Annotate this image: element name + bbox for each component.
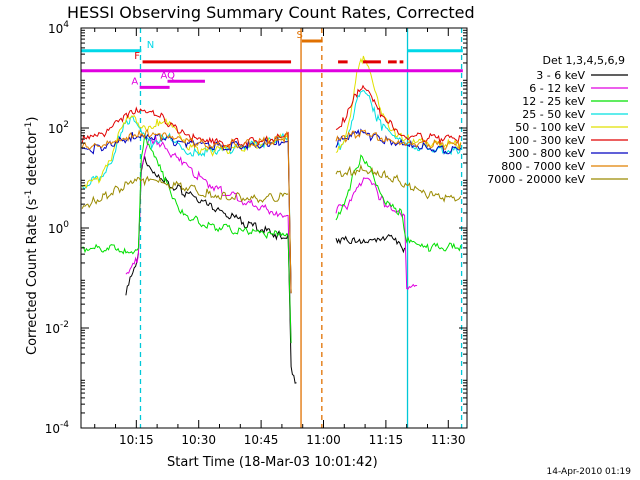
y-tick-label--2: 10-2 [45, 320, 69, 336]
series-line-b-6 [335, 128, 462, 155]
x-tick-label-11:00: 11:00 [306, 433, 341, 447]
y-tick-exponent: 4 [63, 20, 69, 30]
flag-label-S: S [296, 30, 302, 41]
axis-ticks: 10:15 10:30 10:45 11:00 11:15 11:30 10-4 10-2 10… [45, 20, 467, 447]
y-tick-exponent: 2 [63, 120, 69, 130]
flag-label-AQ: AQ [160, 70, 175, 81]
x-tick-label-11:30: 11:30 [431, 433, 466, 447]
series-line-b-8 [335, 163, 462, 203]
y-tick-label--4: 10-4 [45, 420, 70, 436]
series-line-25-50keV [81, 116, 292, 294]
footer-date: 14-Apr-2010 01:19 [547, 467, 632, 477]
legend-title: Det 1,3,4,5,6,9 [542, 54, 625, 67]
flag-label-N: N [147, 40, 154, 51]
plot-data: N S F AQ A [81, 28, 463, 428]
series-line-b-1 [335, 177, 418, 290]
legend-label-3-6keV: 3 - 6 keV [536, 69, 585, 82]
legend-label-100-300keV: 100 - 300 keV [508, 134, 585, 147]
legend-label-50-100keV: 50 - 100 keV [515, 121, 585, 134]
series-line-b-5 [335, 84, 462, 145]
series-line-7000-20000keV [81, 175, 289, 209]
y-axis-label: Corrected Count Rate (s-1 detector-1) [24, 117, 40, 355]
legend-label-6-12keV: 6 - 12 keV [529, 82, 585, 95]
x-tick-label-10:45: 10:45 [244, 433, 279, 447]
legend-label-7000-20000keV: 7000 - 20000 keV [487, 173, 585, 186]
series-line-b-7 [335, 129, 462, 150]
series-line-6-12keV [125, 134, 292, 344]
x-tick-label-10:15: 10:15 [119, 433, 154, 447]
series-line-12-25keV [82, 134, 292, 344]
y-tick-exponent: -4 [60, 420, 69, 430]
series-line-b-2 [335, 154, 462, 252]
x-tick-label-11:15: 11:15 [369, 433, 404, 447]
x-axis-label: Start Time (18-Mar-03 10:01:42) [167, 455, 378, 470]
flag-label-F: F [134, 51, 140, 62]
legend-label-300-800keV: 300 - 800 keV [508, 147, 585, 160]
legend-label-800-7000keV: 800 - 7000 keV [501, 160, 585, 173]
series-line-b-0 [335, 233, 406, 254]
y-tick-exponent: 0 [63, 220, 69, 230]
series-line-3-6keV [125, 156, 297, 384]
legend-label-25-50keV: 25 - 50 keV [522, 108, 585, 121]
flag-label-A: A [131, 76, 138, 87]
series-line-100-300keV [81, 106, 292, 294]
y-tick-label-2: 102 [48, 120, 69, 136]
chart-title: HESSI Observing Summary Count Rates, Cor… [67, 3, 475, 22]
series-line-b-3 [335, 89, 462, 156]
y-tick-exponent: -2 [60, 320, 69, 330]
series-line-b-4 [335, 55, 462, 153]
series-line-800-7000keV [81, 128, 292, 294]
legend-label-12-25keV: 12 - 25 keV [522, 95, 585, 108]
x-tick-label-10:30: 10:30 [181, 433, 216, 447]
y-tick-label-4: 104 [48, 20, 69, 36]
y-tick-label-0: 100 [48, 220, 69, 236]
